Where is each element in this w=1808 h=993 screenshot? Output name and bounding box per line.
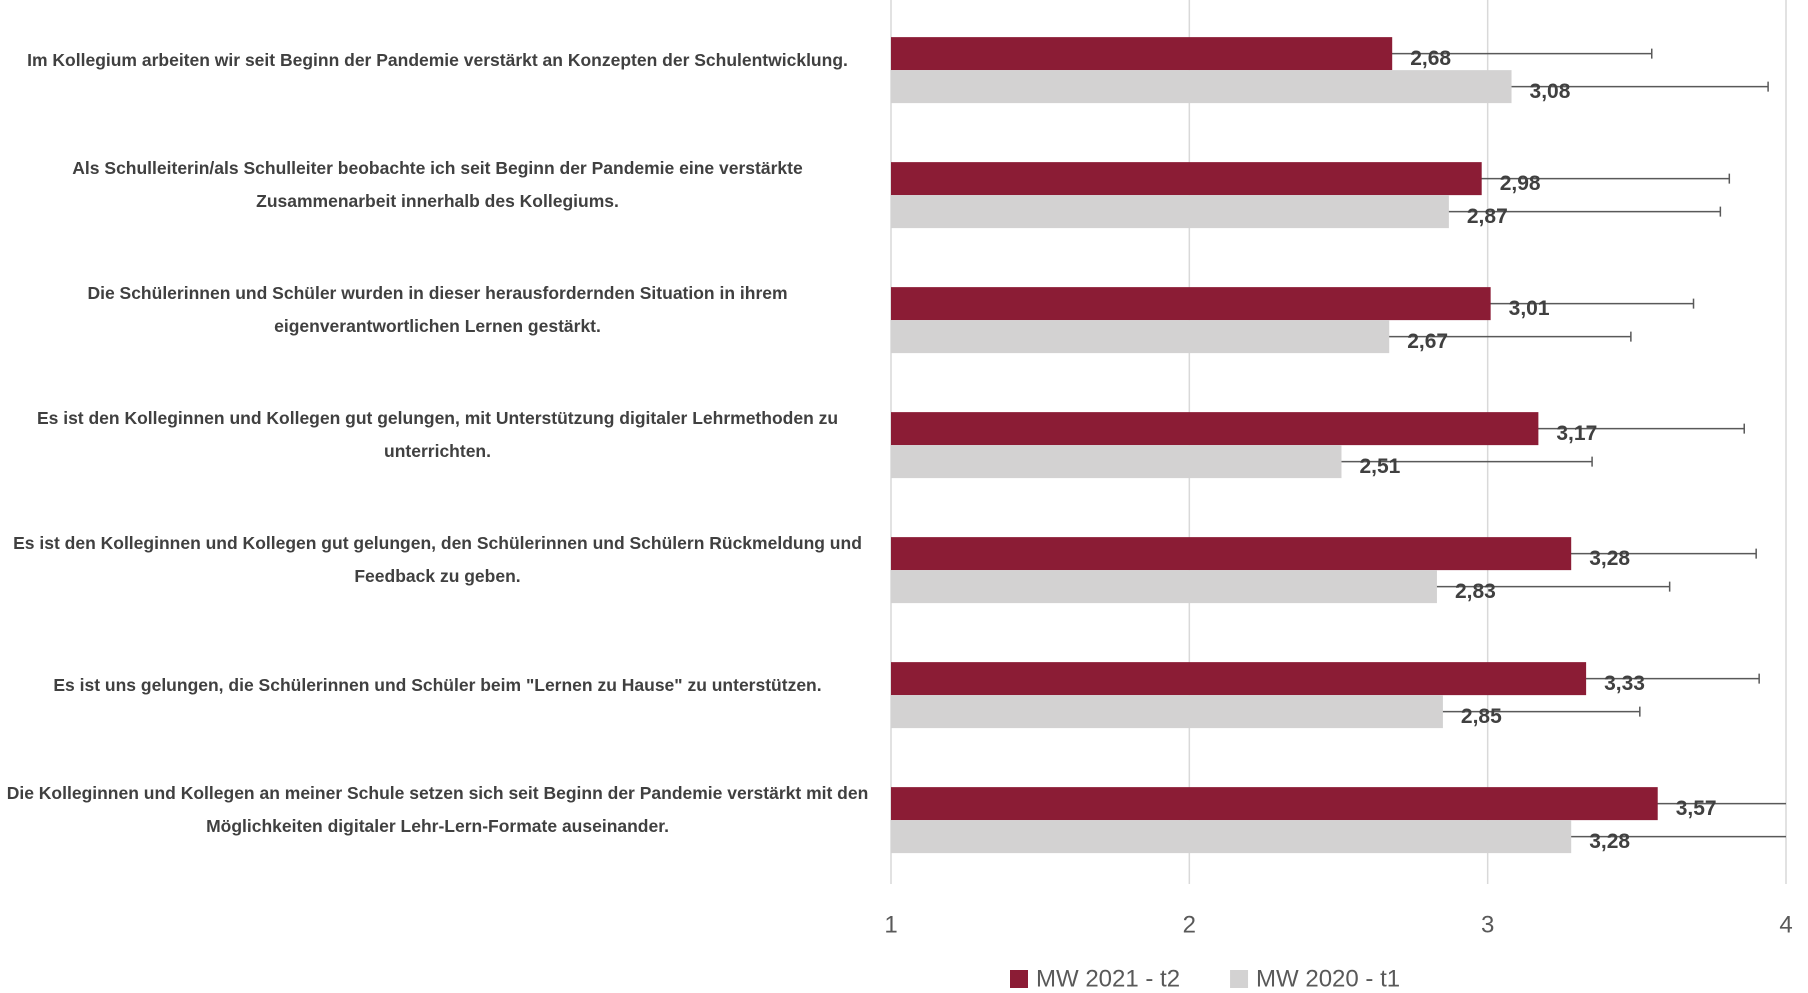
bar [891,537,1572,571]
value-label: 3,08 [1530,80,1571,103]
category-label: Als Schulleiterin/als Schulleiter beobac… [72,158,803,211]
bar [891,662,1587,696]
value-label: 2,51 [1359,455,1400,478]
legend-label: MW 2020 - t1 [1256,965,1400,992]
bar [891,287,1491,321]
bar [891,787,1658,821]
x-tick-label: 4 [1779,911,1792,938]
bar [891,195,1449,229]
category-label: Im Kollegium arbeiten wir seit Beginn de… [27,49,848,70]
value-label: 3,01 [1509,297,1550,320]
bar [891,37,1393,71]
x-tick-label: 3 [1481,911,1494,938]
bar [891,695,1443,729]
bar [891,570,1437,604]
bar [891,445,1342,479]
value-label: 3,57 [1676,797,1717,820]
legend-swatch [1010,970,1028,988]
value-label: 2,83 [1455,580,1496,603]
category-label: Es ist den Kolleginnen und Kollegen gut … [36,408,839,461]
value-label: 3,28 [1589,830,1630,853]
category-label: Es ist uns gelungen, die Schülerinnen un… [53,674,822,695]
legend-label: MW 2021 - t2 [1036,965,1180,992]
legend-swatch [1230,970,1249,988]
value-label: 2,68 [1410,47,1451,70]
category-label: Die Kolleginnen und Kollegen an meiner S… [6,783,869,836]
bar [891,70,1512,104]
value-label: 3,17 [1556,422,1597,445]
value-label: 2,98 [1500,172,1541,195]
value-label: 2,67 [1407,330,1448,353]
bar [891,320,1390,354]
category-label: Die Schülerinnen und Schüler wurden in d… [87,283,788,336]
x-tick-label: 2 [1183,911,1196,938]
value-label: 2,87 [1467,205,1508,228]
bar [891,820,1572,854]
bar [891,412,1539,446]
value-label: 3,33 [1604,672,1645,695]
value-label: 2,85 [1461,705,1502,728]
value-label: 3,28 [1589,547,1630,570]
bar [891,162,1482,196]
x-tick-label: 1 [884,911,897,938]
category-label: Es ist den Kolleginnen und Kollegen gut … [13,533,862,586]
